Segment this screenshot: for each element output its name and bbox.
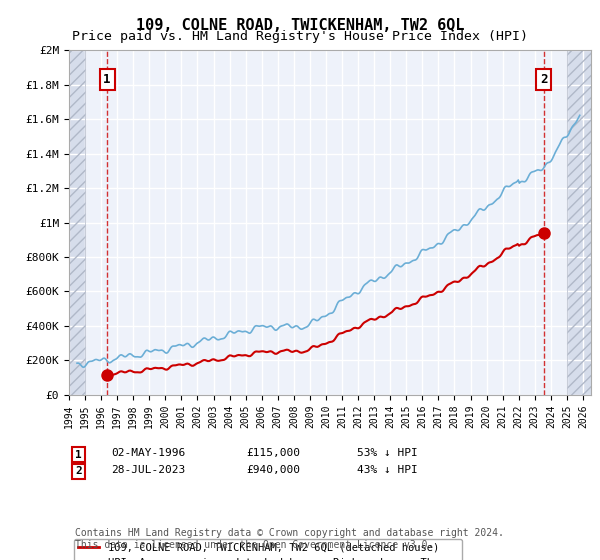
Text: 53% ↓ HPI: 53% ↓ HPI [357,448,418,458]
Text: 28-JUL-2023: 28-JUL-2023 [111,465,185,475]
Text: £115,000: £115,000 [246,448,300,458]
Text: Price paid vs. HM Land Registry's House Price Index (HPI): Price paid vs. HM Land Registry's House … [72,30,528,43]
Text: 109, COLNE ROAD, TWICKENHAM, TW2 6QL: 109, COLNE ROAD, TWICKENHAM, TW2 6QL [136,18,464,33]
Text: 2: 2 [540,73,548,86]
Text: 2: 2 [75,466,82,477]
Text: 43% ↓ HPI: 43% ↓ HPI [357,465,418,475]
Bar [69,50,85,395]
Text: 1: 1 [103,73,111,86]
Bar [69,50,85,395]
Bar [567,50,591,395]
Text: 1: 1 [75,450,82,460]
Text: £940,000: £940,000 [246,465,300,475]
Bar [567,50,591,395]
Text: Contains HM Land Registry data © Crown copyright and database right 2024.
This d: Contains HM Land Registry data © Crown c… [75,528,504,550]
Legend: 109, COLNE ROAD, TWICKENHAM, TW2 6QL (detached house), HPI: Average price, detac: 109, COLNE ROAD, TWICKENHAM, TW2 6QL (de… [74,539,462,560]
Text: 02-MAY-1996: 02-MAY-1996 [111,448,185,458]
